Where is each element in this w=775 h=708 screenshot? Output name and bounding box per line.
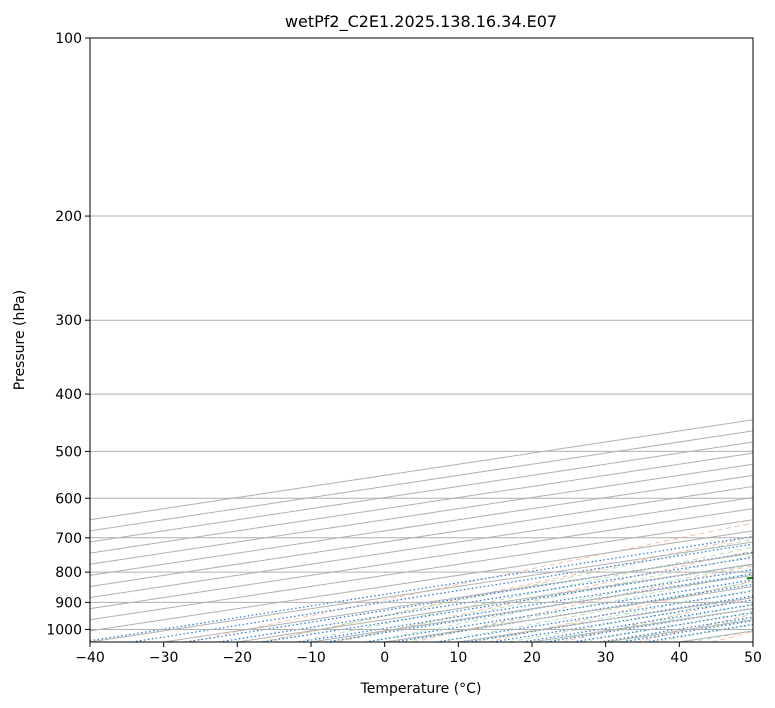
y-tick-label: 800 bbox=[55, 565, 82, 581]
moist-adiabat bbox=[473, 589, 753, 642]
x-tick-label: −10 bbox=[296, 650, 326, 666]
x-axis-label: Temperature (°C) bbox=[360, 681, 482, 697]
moist-adiabat bbox=[438, 581, 753, 642]
y-tick-label: 200 bbox=[55, 209, 82, 225]
y-tick-label: 500 bbox=[55, 444, 82, 460]
mixing-ratio-line bbox=[262, 563, 753, 642]
x-tick-label: 50 bbox=[744, 650, 762, 666]
mixing-ratio-line bbox=[326, 573, 753, 642]
y-tick-label: 300 bbox=[55, 313, 82, 329]
y-tick-label: 600 bbox=[55, 491, 82, 507]
x-tick-label: −40 bbox=[75, 650, 105, 666]
plot-frame bbox=[89, 37, 754, 643]
isotherm-line bbox=[90, 541, 753, 642]
isotherm-line bbox=[90, 463, 753, 565]
mixing-ratio-line bbox=[131, 543, 753, 642]
grid bbox=[90, 38, 753, 642]
moist-adiabat bbox=[509, 597, 753, 642]
mixing-ratio-line bbox=[394, 583, 753, 642]
mixing-ratio-line bbox=[365, 579, 753, 642]
x-tick-label: −30 bbox=[149, 650, 179, 666]
isotherm-line bbox=[90, 441, 753, 543]
x-tick-label: −20 bbox=[223, 650, 253, 666]
dry-adiabat bbox=[711, 631, 753, 642]
y-tick-label: 1000 bbox=[46, 622, 82, 638]
x-axis: −40 −30 −20 −10 0 10 20 30 40 50 bbox=[75, 642, 762, 666]
chart-title: wetPf2_C2E1.2025.138.16.34.E07 bbox=[285, 12, 557, 32]
x-tick-label: 20 bbox=[523, 650, 541, 666]
moist-adiabat bbox=[652, 624, 753, 642]
dry-adiabat bbox=[188, 522, 753, 642]
moist-adiabat bbox=[296, 546, 753, 642]
x-tick-label: 40 bbox=[670, 650, 688, 666]
y-tick-label: 700 bbox=[55, 531, 82, 547]
dry-adiabat bbox=[263, 536, 753, 642]
y-axis: 100 200 300 400 500 600 700 800 900 1000 bbox=[46, 31, 90, 638]
isotherm-line bbox=[90, 530, 753, 632]
dry-adiabat bbox=[412, 565, 753, 642]
isotherm-line bbox=[90, 474, 753, 576]
mixing-ratio-line bbox=[492, 599, 753, 642]
background-lines bbox=[90, 522, 753, 642]
moist-adiabat bbox=[580, 611, 753, 642]
y-axis-label: Pressure (hPa) bbox=[12, 290, 28, 390]
y-tick-label: 900 bbox=[55, 595, 82, 611]
mixing-ratio-line bbox=[299, 569, 753, 642]
y-tick-label: 400 bbox=[55, 387, 82, 403]
x-tick-label: 0 bbox=[380, 650, 389, 666]
isotherm-line bbox=[90, 508, 753, 610]
isotherm-line bbox=[90, 519, 753, 621]
dry-adiabat bbox=[338, 550, 753, 642]
y-tick-label: 100 bbox=[55, 31, 82, 47]
dry-adiabat bbox=[562, 596, 753, 642]
isotherm-line bbox=[531, 608, 753, 642]
isotherm-line bbox=[384, 585, 753, 642]
moist-adiabat bbox=[367, 563, 753, 642]
x-tick-label: 30 bbox=[597, 650, 615, 666]
x-tick-label: 10 bbox=[449, 650, 467, 666]
isotherm-line bbox=[90, 485, 753, 587]
isotherm-line bbox=[752, 641, 753, 642]
moist-adiabat bbox=[403, 572, 753, 642]
isotherm-line bbox=[90, 452, 753, 554]
isotherm-line bbox=[90, 497, 753, 599]
moist-adiabat bbox=[332, 555, 753, 642]
moist-adiabat bbox=[260, 538, 753, 642]
